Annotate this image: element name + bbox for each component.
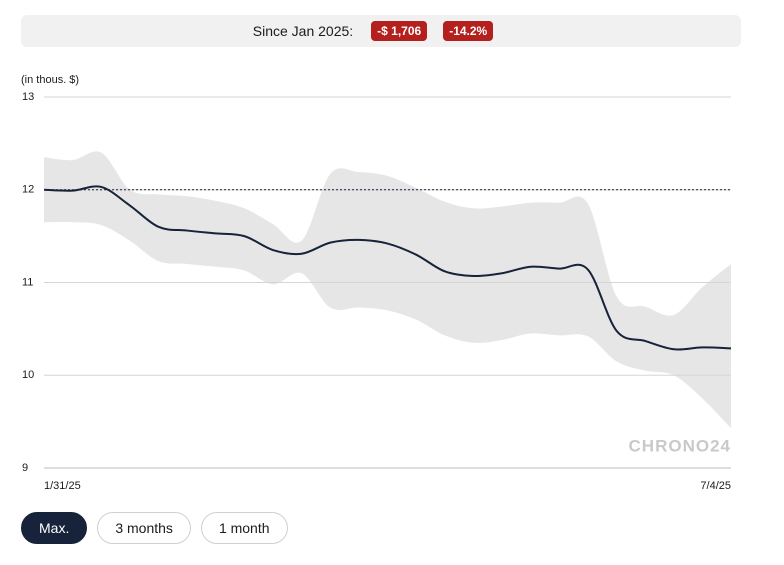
badge: -$ 1,706 (371, 21, 428, 41)
y-tick-label: 10 (22, 369, 34, 381)
badge: -14.2% (443, 21, 494, 41)
y-axis-label: (in thous. $) (21, 74, 79, 86)
range-button[interactable]: 3 months (97, 512, 191, 544)
range-button[interactable]: 1 month (200, 512, 288, 544)
y-tick-label: 13 (22, 91, 34, 103)
watermark: CHRONO24 (629, 436, 731, 455)
y-tick-label: 11 (22, 276, 33, 288)
range-button[interactable]: Max. (21, 512, 88, 544)
price-line (43, 185, 732, 351)
x-tick-label: 1/31/25 (44, 480, 81, 492)
summary-bar: Since Jan 2025: -$ 1,706 -14.2% (21, 15, 741, 47)
y-tick-label: 9 (22, 462, 28, 474)
x-tick-label: 7/4/25 (700, 480, 731, 492)
summary-label: Since Jan 2025: (252, 23, 354, 39)
range-band (44, 151, 731, 429)
chart: (in thous. $) 9 10 11 12 13 1/31/25 7/4/25 CHRO… (21, 74, 732, 492)
y-tick-label: 12 (22, 184, 34, 196)
range-buttons: Max. 3 months 1 month (21, 512, 288, 544)
